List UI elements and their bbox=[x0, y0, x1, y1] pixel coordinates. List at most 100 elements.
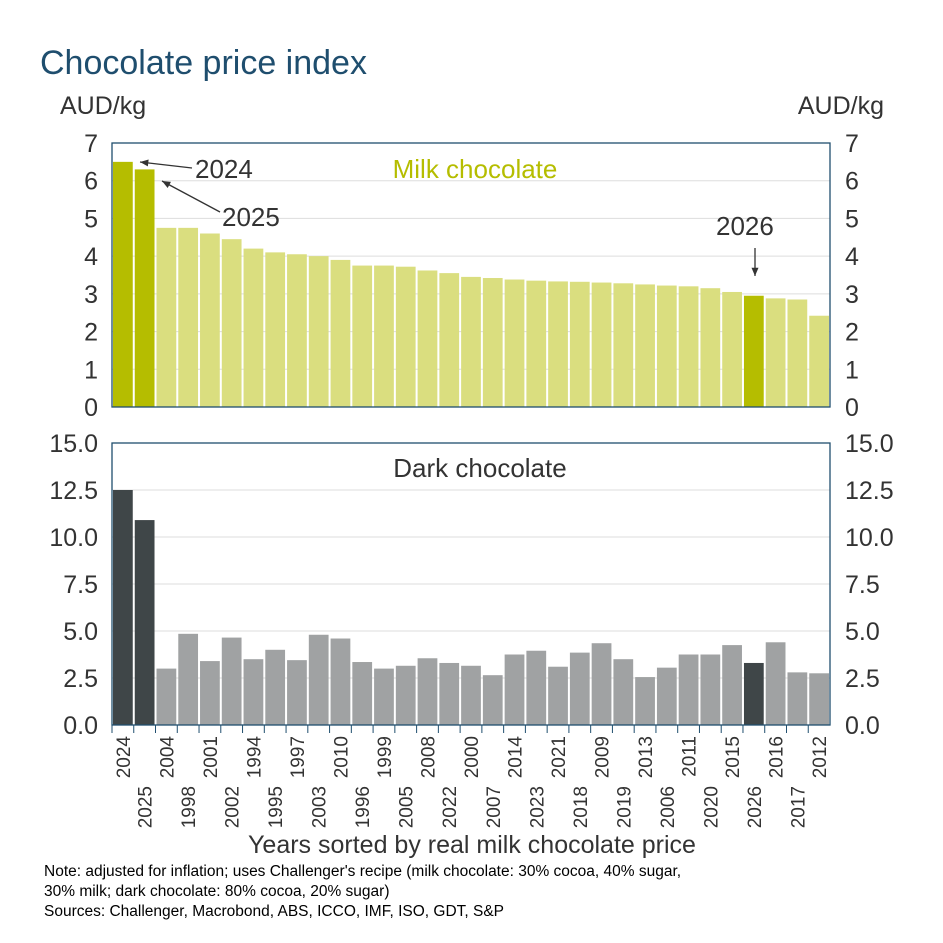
dark-panel: 0.0 0.0 2.5 2.5 5.0 5.0 7.5 7.5 10.0 10.0 12.5 12.5… bbox=[49, 430, 893, 828]
bar-2015 bbox=[722, 291, 742, 407]
bar-2005 bbox=[395, 266, 416, 407]
y-unit-right: AUD/kg bbox=[798, 92, 884, 120]
x-tick-label: 1998 bbox=[179, 786, 200, 828]
bar-2000 bbox=[461, 276, 481, 407]
x-tick-label: 1995 bbox=[266, 786, 287, 828]
x-axis-label: Years sorted by real milk chocolate pric… bbox=[248, 831, 696, 859]
x-tick-label: 1999 bbox=[375, 736, 396, 778]
bar-2004 bbox=[156, 227, 177, 407]
y-tick-right: 12.5 bbox=[845, 477, 894, 505]
bar-1999 bbox=[374, 265, 394, 407]
bar-2012 bbox=[809, 673, 829, 725]
bar-2021 bbox=[548, 281, 568, 407]
bar-2008 bbox=[417, 658, 438, 725]
x-tick-label: 2024 bbox=[114, 736, 135, 779]
bar-2018 bbox=[569, 281, 590, 407]
bar-2024 bbox=[113, 490, 133, 725]
bar-2011 bbox=[678, 654, 699, 725]
bar-2006 bbox=[656, 285, 677, 407]
x-tick-label: 2013 bbox=[636, 736, 657, 778]
x-tick-label: 2023 bbox=[527, 786, 548, 828]
bar-1996 bbox=[352, 265, 373, 407]
milk-panel: 0 0 1 1 2 2 3 3 4 4 5 5 6 6 7 7 Milk chocolate 2024 2025 20… bbox=[84, 130, 859, 422]
arrow-head-icon bbox=[162, 181, 171, 188]
x-tick-label: 2007 bbox=[484, 786, 505, 828]
y-tick-left: 0 bbox=[84, 394, 98, 422]
bar-2003 bbox=[308, 256, 329, 407]
y-tick-right: 5 bbox=[845, 205, 859, 233]
y-tick-left: 6 bbox=[84, 168, 98, 196]
x-tick-label: 2008 bbox=[418, 736, 439, 778]
y-tick-right: 0.0 bbox=[845, 712, 880, 740]
y-tick-left: 2 bbox=[84, 319, 98, 347]
x-tick-label: 2017 bbox=[788, 786, 809, 828]
bar-2017 bbox=[787, 672, 808, 725]
x-tick-label: 2015 bbox=[723, 736, 744, 778]
bar-2002 bbox=[221, 239, 242, 407]
x-tick-label: 2006 bbox=[658, 786, 679, 828]
y-tick-left: 1 bbox=[84, 356, 98, 384]
y-tick-left: 15.0 bbox=[49, 430, 98, 458]
y-tick-right: 2.5 bbox=[845, 665, 880, 693]
y-tick-left: 12.5 bbox=[49, 477, 98, 505]
plot-frame bbox=[111, 442, 831, 726]
y-tick-left: 0.0 bbox=[63, 712, 98, 740]
panel-title: Dark chocolate bbox=[393, 453, 566, 483]
x-tick-label: 2001 bbox=[201, 736, 222, 778]
y-tick-right: 10.0 bbox=[845, 524, 894, 552]
x-tick-label: 2002 bbox=[223, 786, 244, 828]
bar-2026 bbox=[743, 295, 764, 407]
bar-2008 bbox=[417, 270, 438, 407]
y-tick-right: 15.0 bbox=[845, 430, 894, 458]
bar-2016 bbox=[765, 642, 786, 725]
annotation-label: 2025 bbox=[222, 202, 280, 232]
x-tick-label: 1994 bbox=[244, 736, 265, 779]
x-tick-label: 2000 bbox=[462, 736, 483, 778]
y-tick-left: 7 bbox=[84, 130, 98, 158]
x-tick-label: 2010 bbox=[331, 736, 352, 778]
bar-2005 bbox=[395, 665, 416, 725]
x-tick-label: 2004 bbox=[157, 736, 178, 779]
bar-2004 bbox=[156, 668, 177, 725]
bar-1997 bbox=[287, 254, 307, 407]
x-tick-label: 2005 bbox=[397, 786, 418, 828]
x-tick-label: 2021 bbox=[549, 736, 570, 778]
bar-2007 bbox=[482, 675, 503, 725]
bar-2018 bbox=[569, 652, 590, 725]
chart-title: Chocolate price index bbox=[40, 44, 367, 82]
bar-2009 bbox=[591, 643, 612, 725]
x-tick-label: 1996 bbox=[353, 786, 374, 828]
x-tick-label: 2012 bbox=[810, 736, 831, 778]
note-line: 30% milk; dark chocolate: 80% cocoa, 20%… bbox=[44, 883, 390, 900]
bar-2000 bbox=[461, 665, 481, 725]
bar-2001 bbox=[200, 233, 220, 407]
bar-2009 bbox=[591, 282, 612, 407]
x-tick-label: 2020 bbox=[701, 786, 722, 828]
bar-2026 bbox=[743, 662, 764, 725]
bar-2021 bbox=[548, 666, 568, 725]
annotation-arrow bbox=[161, 180, 221, 213]
bar-2025 bbox=[134, 520, 155, 725]
bar-1995 bbox=[265, 252, 286, 407]
y-tick-left: 7.5 bbox=[63, 571, 98, 599]
y-tick-left: 5.0 bbox=[63, 618, 98, 646]
y-tick-left: 2.5 bbox=[63, 665, 98, 693]
plot-frame bbox=[111, 142, 831, 408]
bar-2023 bbox=[526, 650, 547, 725]
source-line: Sources: Challenger, Macrobond, ABS, ICC… bbox=[44, 903, 505, 920]
x-tick-label: 2009 bbox=[593, 736, 614, 778]
y-tick-right: 4 bbox=[845, 243, 859, 271]
bar-2010 bbox=[330, 638, 351, 725]
bar-2025 bbox=[134, 169, 155, 407]
annotation-label: 2024 bbox=[195, 154, 253, 184]
y-tick-left: 4 bbox=[84, 243, 98, 271]
bar-1998 bbox=[178, 633, 199, 725]
bar-2020 bbox=[700, 654, 721, 725]
bar-2003 bbox=[308, 634, 329, 725]
bar-1999 bbox=[374, 668, 394, 725]
x-tick-label: 2016 bbox=[767, 736, 788, 778]
bar-2023 bbox=[526, 280, 547, 407]
panel-title: Milk chocolate bbox=[393, 154, 558, 184]
bar-2006 bbox=[656, 667, 677, 725]
